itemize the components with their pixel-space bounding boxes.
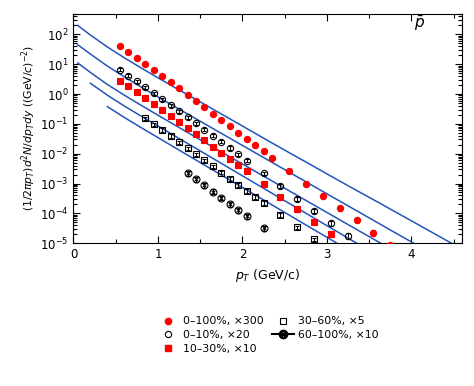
Legend: 0–100%, ×300, 0–10%, ×20, 10–30%, ×10, 30–60%, ×5, 60–100%, ×10: 0–100%, ×300, 0–10%, ×20, 10–30%, ×10, 3…: [153, 312, 383, 358]
Y-axis label: $(1/2\pi p_T)d^2N/dp_Tdy$ $((\mathrm{GeV}/c)^{-2})$: $(1/2\pi p_T)d^2N/dp_Tdy$ $((\mathrm{GeV…: [20, 45, 38, 212]
Text: $\bar{p}$: $\bar{p}$: [413, 14, 425, 34]
X-axis label: $p_T$ (GeV/c): $p_T$ (GeV/c): [235, 267, 301, 284]
